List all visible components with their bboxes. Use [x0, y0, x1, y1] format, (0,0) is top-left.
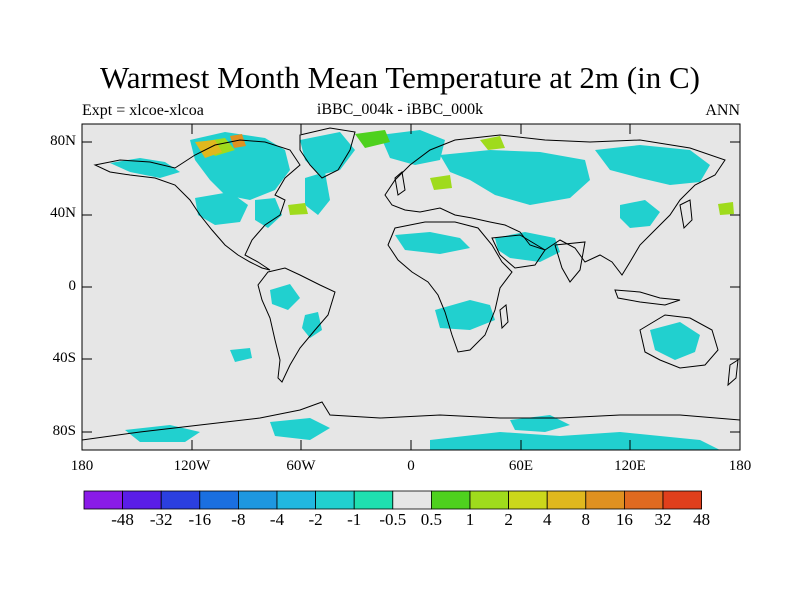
anomaly-region-arabia — [495, 232, 560, 262]
colorbar-label: -1 — [347, 510, 362, 529]
colorbar-swatch — [546, 490, 587, 510]
warm-region-pacific — [718, 202, 734, 215]
colorbar-label: -32 — [149, 510, 173, 529]
anomaly-region-antarctica-center — [270, 418, 330, 440]
colorbar-label: 16 — [615, 510, 633, 529]
colorbar-swatch — [122, 490, 162, 510]
colorbar-swatch — [315, 490, 355, 510]
colorbar-swatch — [430, 490, 471, 510]
anomaly-region-north-africa — [395, 232, 470, 254]
colorbar-label: 2 — [504, 510, 513, 529]
coastline-indonesia — [614, 289, 681, 306]
x-tick-label: 60E — [508, 458, 534, 474]
axis-ticks — [82, 124, 740, 450]
x-tick-label: 120W — [173, 458, 211, 474]
anomaly-region-siberia — [440, 150, 590, 205]
hot-region-arctic-archipelago-2 — [230, 134, 246, 148]
x-tick-label: 180 — [728, 458, 752, 474]
warm-region-asia — [430, 175, 452, 190]
coastline-uk — [394, 171, 406, 196]
anomaly-region-north-atlantic — [305, 172, 330, 215]
anomaly-region-east-siberia — [595, 145, 710, 185]
y-tick-label: 40N — [50, 205, 76, 221]
coastlines — [81, 127, 741, 441]
colorbar-swatch — [508, 490, 548, 510]
anomaly-region-western-us — [195, 192, 248, 225]
anomaly-regions — [110, 130, 734, 450]
colorbar-label: 0.5 — [420, 510, 443, 529]
y-tick-label: 80S — [52, 423, 76, 439]
warm-region-siberia — [480, 136, 505, 150]
colorbar-swatch — [624, 490, 664, 510]
colorbar — [83, 490, 702, 510]
anomaly-region-eastern-us — [255, 198, 282, 228]
anomaly-region-china — [620, 200, 660, 228]
colorbar-label: -2 — [308, 510, 323, 529]
colorbar-label: -48 — [111, 510, 134, 529]
anomaly-region-south-pacific — [230, 348, 252, 362]
coastline-india — [554, 241, 586, 283]
x-tick-label: 120E — [614, 458, 646, 474]
colorbar-swatch — [83, 490, 123, 510]
colorbar-label: 48 — [693, 510, 711, 529]
x-tick-label: 60W — [286, 458, 316, 474]
anomaly-region-antarctica-west — [125, 425, 200, 442]
y-tick-label: 0 — [68, 278, 77, 294]
coastline-eurasia — [384, 134, 726, 276]
colorbar-swatch — [199, 490, 239, 510]
coastline-greenland — [299, 127, 356, 179]
anomaly-region-alaska — [110, 158, 180, 178]
coastline-africa — [387, 221, 513, 353]
anomaly-region-southern-africa — [435, 300, 495, 330]
colorbar-swatch — [353, 490, 394, 510]
colorbar-swatch — [160, 490, 201, 510]
colorbar-label: 8 — [581, 510, 591, 529]
y-tick-label: 80N — [50, 133, 76, 149]
coastline-madagascar — [499, 304, 509, 330]
difference-label: iBBC_004k - iBBC_000k — [316, 101, 484, 118]
colorbar-label: -0.5 — [379, 510, 407, 529]
colorbar-label: -16 — [188, 510, 212, 529]
colorbar-swatch — [276, 490, 316, 510]
anomaly-region-antarctica-east — [430, 432, 720, 450]
coastline-japan — [679, 199, 693, 230]
colorbar-label: 32 — [654, 510, 672, 529]
coastline-antarctica — [81, 401, 741, 441]
warm-region-atlantic — [288, 203, 308, 215]
y-tick-label: 40S — [52, 350, 76, 366]
x-tick-label: 0 — [407, 458, 415, 474]
anomaly-region-antarctica-ross — [510, 415, 570, 432]
colorbar-swatch — [585, 490, 625, 510]
season-label: ANN — [705, 102, 740, 119]
colorbar-label: -8 — [231, 510, 246, 529]
coastline-australia — [639, 314, 719, 369]
colorbar-swatch — [662, 490, 702, 510]
experiment-label: Expt = xlcoe-xlcoa — [82, 102, 204, 119]
colorbar-label: -4 — [269, 510, 285, 529]
anomaly-region-australia — [650, 322, 700, 360]
map-background — [82, 124, 740, 450]
coastline-south-america — [257, 267, 336, 383]
coastline-arabia — [491, 234, 546, 269]
colorbar-swatch — [469, 490, 509, 510]
colorbar-swatch — [237, 490, 278, 510]
coastline-new-zealand — [727, 359, 739, 387]
plot-title: Warmest Month Mean Temperature at 2m (in… — [100, 60, 700, 95]
x-tick-label: 180 — [70, 458, 94, 474]
warm-region-greenland — [355, 130, 390, 148]
anomaly-region-south-america — [302, 312, 322, 338]
colorbar-label: 4 — [542, 510, 552, 529]
coastline-north-america — [93, 139, 301, 271]
anomaly-region-amazon — [270, 284, 300, 310]
anomaly-region-scandinavia — [380, 130, 445, 165]
colorbar-swatch — [392, 490, 432, 510]
colorbar-label: 1 — [465, 510, 475, 529]
